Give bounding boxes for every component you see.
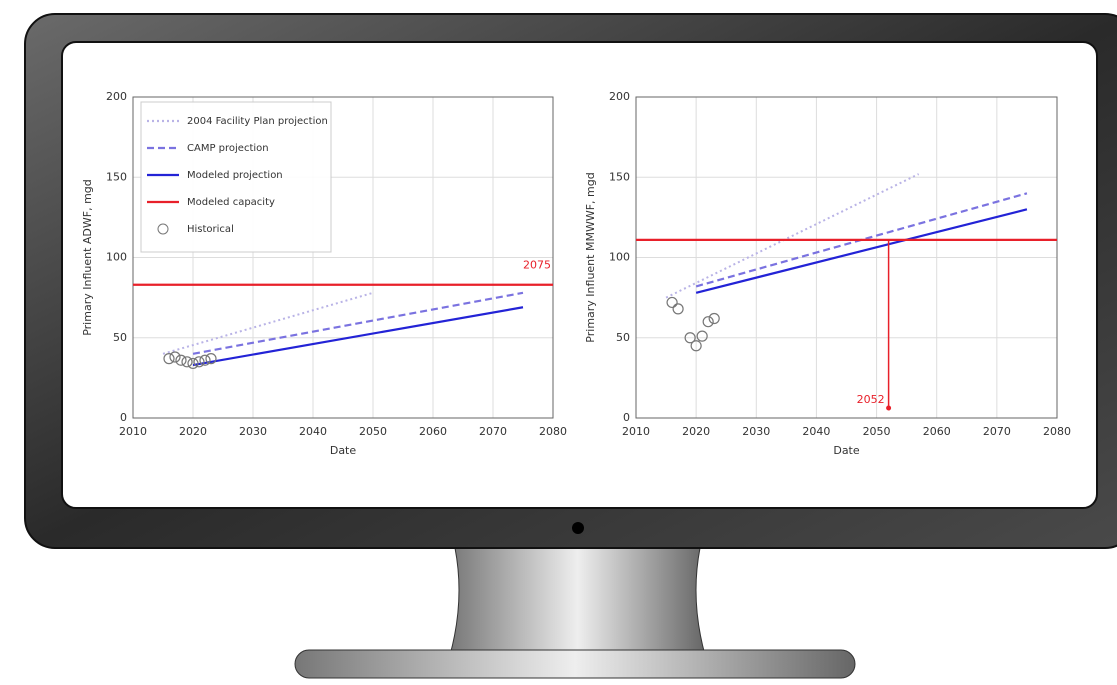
historical-point bbox=[187, 357, 199, 370]
x-tick-label: 2010 bbox=[119, 425, 147, 438]
legend-marker bbox=[157, 223, 169, 235]
x-tick-label: 2050 bbox=[359, 425, 387, 438]
legend-box bbox=[140, 101, 332, 253]
historical-point bbox=[684, 332, 696, 344]
historical-point bbox=[205, 353, 217, 365]
historical-point bbox=[672, 303, 684, 315]
historical-point bbox=[696, 330, 708, 342]
annotation-arrowhead bbox=[886, 405, 892, 411]
x-tick-label: 2030 bbox=[239, 425, 267, 438]
historical-point bbox=[181, 356, 193, 368]
historical-point bbox=[175, 354, 187, 366]
y-axis-label: Primary Influent MMWWF, mgd bbox=[584, 172, 597, 342]
x-axis-label: Date bbox=[833, 444, 860, 457]
y-tick-label: 0 bbox=[623, 411, 630, 424]
historical-point bbox=[169, 351, 181, 363]
x-tick-label: 2060 bbox=[419, 425, 447, 438]
monitor-base bbox=[294, 649, 856, 679]
historical-point bbox=[193, 356, 205, 368]
series-line bbox=[695, 208, 1028, 294]
x-tick-label: 2040 bbox=[299, 425, 327, 438]
historical-point bbox=[702, 316, 714, 328]
x-tick-label: 2050 bbox=[863, 425, 891, 438]
series-line bbox=[192, 306, 524, 367]
historical-point bbox=[690, 340, 702, 352]
series-line bbox=[162, 291, 374, 355]
annotation-label: 2052 bbox=[857, 393, 885, 406]
y-tick-label: 50 bbox=[113, 331, 127, 344]
x-tick-label: 2080 bbox=[539, 425, 567, 438]
y-tick-label: 200 bbox=[609, 90, 630, 103]
y-tick-label: 200 bbox=[106, 90, 127, 103]
annotation-label: 2075 bbox=[523, 259, 551, 272]
legend-label: Historical bbox=[187, 224, 234, 235]
y-tick-label: 50 bbox=[616, 331, 630, 344]
monitor-neck bbox=[449, 547, 706, 656]
monitor-camera bbox=[572, 522, 584, 534]
legend-label: CAMP projection bbox=[187, 143, 269, 154]
x-tick-label: 2020 bbox=[179, 425, 207, 438]
y-axis-label: Primary Influent ADWF, mgd bbox=[81, 179, 94, 336]
x-tick-label: 2020 bbox=[682, 425, 710, 438]
historical-point bbox=[666, 296, 678, 309]
series-line bbox=[665, 173, 920, 299]
x-tick-label: 2060 bbox=[923, 425, 951, 438]
y-tick-label: 150 bbox=[106, 170, 127, 183]
plot-frame bbox=[635, 96, 1058, 419]
historical-point bbox=[708, 312, 720, 325]
historical-point bbox=[163, 353, 175, 365]
x-tick-label: 2030 bbox=[742, 425, 770, 438]
y-tick-label: 100 bbox=[609, 251, 630, 264]
legend-label: Modeled capacity bbox=[187, 197, 275, 208]
x-tick-label: 2010 bbox=[622, 425, 650, 438]
x-tick-label: 2070 bbox=[479, 425, 507, 438]
x-axis-label: Date bbox=[330, 444, 357, 457]
y-tick-label: 100 bbox=[106, 251, 127, 264]
legend-label: 2004 Facility Plan projection bbox=[187, 116, 328, 127]
plot-frame bbox=[132, 96, 554, 419]
historical-point bbox=[199, 354, 211, 366]
legend-label: Modeled projection bbox=[187, 170, 283, 181]
y-tick-label: 0 bbox=[120, 411, 127, 424]
x-tick-label: 2040 bbox=[802, 425, 830, 438]
x-tick-label: 2080 bbox=[1043, 425, 1071, 438]
y-tick-label: 150 bbox=[609, 170, 630, 183]
series-line bbox=[192, 291, 524, 355]
x-tick-label: 2070 bbox=[983, 425, 1011, 438]
